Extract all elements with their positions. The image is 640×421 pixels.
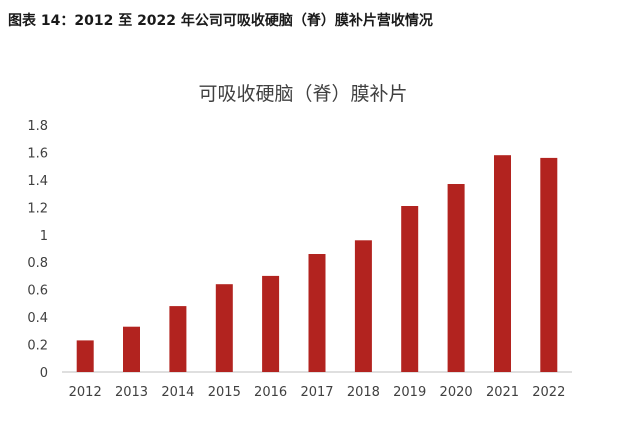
bar-2020 [447, 184, 465, 372]
x-tick-label-2020: 2020 [440, 385, 473, 400]
y-tick-label: 1.2 [27, 201, 48, 216]
y-tick-label: 0 [40, 366, 48, 381]
x-tick-label-2021: 2021 [486, 385, 519, 400]
x-tick-label-2016: 2016 [254, 385, 287, 400]
y-tick-label: 1.4 [27, 174, 48, 189]
y-tick-label: 0.2 [27, 339, 48, 354]
y-tick-label: 1.6 [27, 146, 48, 161]
x-tick-label-2022: 2022 [532, 385, 565, 400]
y-tick-label: 0.8 [27, 256, 48, 271]
x-tick-label-2015: 2015 [208, 385, 241, 400]
bar-2014 [169, 306, 187, 372]
chart-title: 可吸收硬脑（脊）膜补片 [198, 83, 407, 105]
y-tick-label: 0.4 [27, 311, 48, 326]
bars [76, 155, 558, 372]
bar-2016 [262, 275, 280, 372]
x-tick-label-2014: 2014 [161, 385, 194, 400]
y-tick-label: 1.8 [27, 119, 48, 134]
bar-2022 [540, 157, 558, 372]
bar-2018 [354, 240, 372, 372]
bar-2012 [76, 340, 94, 372]
bar-2013 [123, 326, 140, 372]
bar-2015 [215, 284, 233, 372]
y-axis: 0 0.2 0.4 0.6 0.8 1 1.2 1.4 1.6 1.8 [27, 119, 48, 381]
x-tick-label-2019: 2019 [393, 385, 426, 400]
figure-caption: 图表 14：2012 至 2022 年公司可吸收硬脑（脊）膜补片营收情况 [8, 13, 433, 29]
x-axis: 2012 2013 2014 2015 2016 2017 2018 2019 2020 2021… [62, 371, 572, 400]
bar-2021 [494, 155, 511, 372]
x-tick-label-2017: 2017 [300, 385, 333, 400]
x-tick-label-2013: 2013 [115, 385, 148, 400]
x-tick-label-2018: 2018 [347, 385, 380, 400]
x-tick-label-2012: 2012 [69, 385, 102, 400]
bar-2017 [308, 254, 326, 372]
bar-2019 [401, 206, 419, 372]
y-tick-label: 0.6 [27, 284, 48, 299]
y-tick-label: 1 [40, 229, 48, 244]
